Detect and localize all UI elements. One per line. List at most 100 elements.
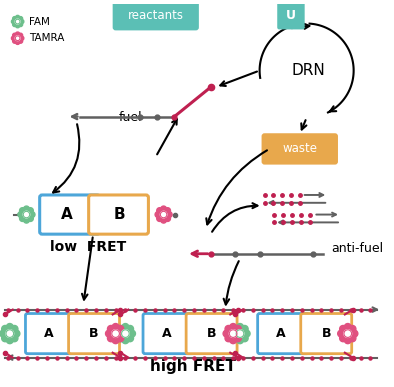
Circle shape bbox=[15, 36, 20, 41]
Circle shape bbox=[11, 19, 16, 24]
Circle shape bbox=[15, 19, 20, 24]
FancyBboxPatch shape bbox=[277, 2, 305, 29]
Circle shape bbox=[117, 335, 124, 342]
Circle shape bbox=[19, 39, 22, 43]
Circle shape bbox=[166, 212, 172, 217]
Circle shape bbox=[13, 17, 17, 21]
Circle shape bbox=[119, 330, 126, 337]
FancyBboxPatch shape bbox=[186, 313, 237, 354]
Circle shape bbox=[225, 335, 232, 342]
FancyBboxPatch shape bbox=[143, 313, 194, 354]
Circle shape bbox=[157, 208, 163, 214]
Circle shape bbox=[112, 324, 119, 330]
Circle shape bbox=[344, 330, 351, 337]
FancyBboxPatch shape bbox=[26, 313, 76, 354]
Circle shape bbox=[13, 39, 17, 43]
Circle shape bbox=[241, 325, 248, 332]
Circle shape bbox=[351, 330, 358, 337]
Circle shape bbox=[20, 36, 24, 40]
Circle shape bbox=[13, 22, 17, 27]
FancyBboxPatch shape bbox=[69, 313, 119, 354]
Circle shape bbox=[234, 325, 241, 332]
Circle shape bbox=[230, 330, 237, 337]
Circle shape bbox=[11, 335, 18, 342]
Circle shape bbox=[160, 211, 167, 218]
Circle shape bbox=[28, 216, 33, 221]
Circle shape bbox=[122, 324, 129, 330]
Text: B: B bbox=[207, 327, 216, 340]
Circle shape bbox=[29, 212, 35, 217]
Text: DRN: DRN bbox=[292, 63, 325, 78]
Circle shape bbox=[236, 324, 243, 330]
Circle shape bbox=[15, 32, 20, 36]
Circle shape bbox=[6, 330, 14, 337]
Text: A: A bbox=[276, 327, 286, 340]
FancyBboxPatch shape bbox=[301, 313, 352, 354]
Circle shape bbox=[112, 337, 119, 344]
Circle shape bbox=[128, 330, 136, 337]
Circle shape bbox=[24, 206, 30, 212]
Text: B: B bbox=[89, 327, 99, 340]
Circle shape bbox=[161, 206, 167, 212]
Circle shape bbox=[349, 335, 356, 342]
Text: reactants: reactants bbox=[128, 9, 184, 22]
Circle shape bbox=[157, 216, 163, 221]
Circle shape bbox=[340, 335, 347, 342]
Circle shape bbox=[24, 217, 30, 223]
Circle shape bbox=[19, 22, 22, 27]
FancyBboxPatch shape bbox=[40, 195, 99, 234]
Circle shape bbox=[2, 325, 9, 332]
Circle shape bbox=[115, 330, 122, 337]
Circle shape bbox=[225, 325, 232, 332]
Circle shape bbox=[122, 330, 129, 337]
Text: anti-fuel: anti-fuel bbox=[331, 242, 383, 255]
Text: fuel: fuel bbox=[119, 111, 142, 125]
Circle shape bbox=[155, 212, 161, 217]
Circle shape bbox=[13, 33, 17, 38]
Circle shape bbox=[20, 208, 25, 214]
Text: A: A bbox=[61, 207, 72, 222]
Text: A: A bbox=[44, 327, 54, 340]
Circle shape bbox=[349, 325, 356, 332]
FancyBboxPatch shape bbox=[89, 195, 149, 234]
Circle shape bbox=[117, 335, 124, 342]
FancyBboxPatch shape bbox=[258, 313, 309, 354]
Circle shape bbox=[230, 337, 236, 344]
Circle shape bbox=[19, 33, 22, 38]
Circle shape bbox=[15, 24, 20, 28]
Circle shape bbox=[165, 208, 171, 214]
Text: B: B bbox=[322, 327, 331, 340]
FancyBboxPatch shape bbox=[113, 1, 199, 31]
Circle shape bbox=[2, 335, 9, 342]
Circle shape bbox=[0, 330, 7, 337]
Circle shape bbox=[15, 15, 20, 20]
Circle shape bbox=[19, 17, 22, 21]
Circle shape bbox=[229, 330, 237, 337]
Text: waste: waste bbox=[282, 142, 317, 156]
Text: low  FRET: low FRET bbox=[50, 240, 126, 253]
Circle shape bbox=[338, 330, 345, 337]
Circle shape bbox=[117, 325, 124, 332]
Circle shape bbox=[223, 330, 230, 337]
Text: TAMRA: TAMRA bbox=[30, 33, 65, 43]
Circle shape bbox=[344, 324, 351, 330]
Circle shape bbox=[108, 325, 114, 332]
Text: B: B bbox=[114, 207, 125, 222]
Circle shape bbox=[340, 325, 347, 332]
Circle shape bbox=[126, 325, 134, 332]
Text: high FRET: high FRET bbox=[150, 359, 236, 374]
Circle shape bbox=[106, 330, 112, 337]
Circle shape bbox=[230, 324, 236, 330]
Circle shape bbox=[236, 337, 243, 344]
Text: FAM: FAM bbox=[30, 17, 50, 27]
Circle shape bbox=[13, 330, 20, 337]
Circle shape bbox=[234, 335, 241, 342]
Circle shape bbox=[6, 337, 13, 344]
Circle shape bbox=[28, 208, 33, 214]
Text: U: U bbox=[286, 9, 296, 22]
Circle shape bbox=[260, 24, 354, 118]
Circle shape bbox=[20, 216, 25, 221]
Circle shape bbox=[236, 330, 244, 337]
Circle shape bbox=[126, 335, 134, 342]
Circle shape bbox=[161, 217, 167, 223]
